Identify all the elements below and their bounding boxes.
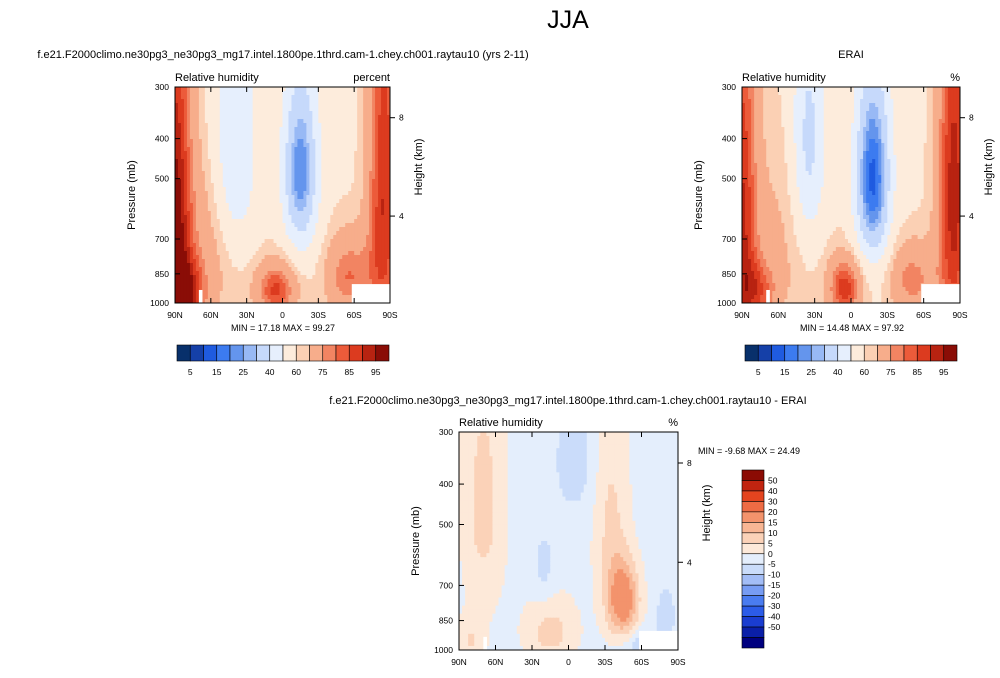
colorbar-label: 95 (371, 367, 381, 377)
y-tick-label: 1000 (150, 298, 169, 308)
colorbar-swatch (270, 345, 283, 361)
y2-tick-label: 4 (399, 211, 404, 221)
panel-title: f.e21.F2000climo.ne30pg3_ne30pg3_mg17.in… (37, 49, 528, 61)
colorbar-swatch (363, 345, 376, 361)
y-tick-label: 300 (155, 82, 169, 92)
topography-mask (199, 290, 203, 303)
colorbar-label: 85 (345, 367, 355, 377)
y-tick-label: 400 (155, 134, 169, 144)
colorbar-label: 75 (318, 367, 328, 377)
min-max-text: MIN = 17.18 MAX = 99.27 (231, 323, 335, 333)
colorbar-swatch (323, 345, 336, 361)
colorbar-swatch (296, 345, 309, 361)
colorbar-label: 5 (188, 367, 193, 377)
y-tick-label: 850 (155, 269, 169, 279)
contour-field (175, 87, 391, 304)
x-tick-label: 90N (167, 310, 183, 320)
variable-label: Relative humidity (742, 72, 826, 84)
units-label: % (950, 72, 960, 84)
contour-field (742, 87, 961, 304)
colorbar-swatch (257, 345, 270, 361)
x-tick-label: 30N (239, 310, 255, 320)
colorbar-swatch (217, 345, 230, 361)
variable-label: Relative humidity (175, 72, 259, 84)
x-tick-label: 30S (311, 310, 326, 320)
colorbar-swatch (349, 345, 362, 361)
colorbar-swatch (336, 345, 349, 361)
y2-tick-label: 8 (399, 113, 404, 123)
y-axis-label: Pressure (mb) (126, 160, 138, 230)
colorbar-swatch (190, 345, 203, 361)
colorbar-swatch (230, 345, 243, 361)
x-tick-label: 90S (382, 310, 397, 320)
colorbar-swatch (204, 345, 217, 361)
figure-title: JJA (547, 6, 589, 34)
colorbar-label: 25 (239, 367, 249, 377)
x-tick-label: 60S (347, 310, 362, 320)
colorbar-swatch (177, 345, 190, 361)
panel-model: f.e21.F2000climo.ne30pg3_ne30pg3_mg17.in… (37, 49, 528, 377)
colorbar-label: 60 (292, 367, 302, 377)
units-label: percent (353, 72, 390, 84)
y-tick-label: 700 (155, 234, 169, 244)
colorbar-swatch (310, 345, 323, 361)
topography-mask (352, 284, 390, 303)
colorbar-label: 40 (265, 367, 275, 377)
colorbar-swatch (243, 345, 256, 361)
colorbar-swatch (376, 345, 389, 361)
x-tick-label: 60N (203, 310, 219, 320)
y2-axis-label: Height (km) (413, 139, 425, 196)
colorbar-swatch (283, 345, 296, 361)
colorbar: 5 15 25 40 60 75 85 95 (177, 345, 389, 377)
x-tick-label: 0 (280, 310, 285, 320)
panel-title: ERAI (838, 49, 864, 61)
colorbar-label: 15 (212, 367, 222, 377)
y-tick-label: 500 (155, 174, 169, 184)
